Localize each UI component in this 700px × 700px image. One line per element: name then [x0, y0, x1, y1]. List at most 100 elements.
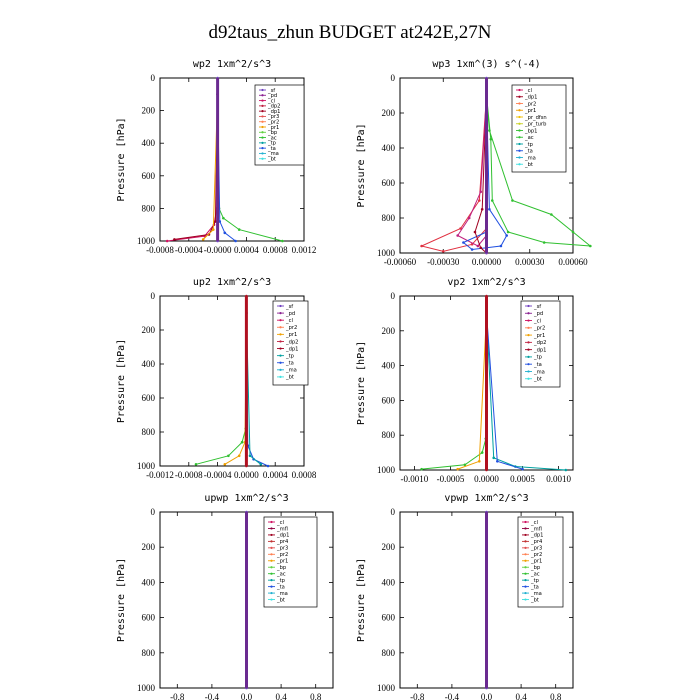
legend-label: _bp	[267, 130, 278, 136]
legend-marker	[524, 572, 527, 575]
legend-marker	[524, 520, 527, 524]
legend-box	[511, 84, 567, 173]
legend-marker	[524, 540, 527, 543]
legend-box	[263, 516, 318, 608]
legend-label: _pr1	[267, 125, 279, 131]
legend-label: _pd	[267, 93, 277, 99]
x-tick-label: 0.8	[310, 692, 322, 700]
x-tick-label: -0.0000	[204, 245, 232, 255]
legend-marker	[524, 591, 527, 595]
legend-label: _bt	[267, 157, 276, 163]
series-point	[542, 241, 546, 244]
series-line	[217, 94, 236, 242]
legend-label: _ta	[267, 146, 276, 152]
legend-label: _pr3	[530, 546, 542, 552]
legend-marker	[518, 122, 521, 125]
legend-label: _pr4	[276, 539, 289, 545]
y-tick-label: 600	[142, 393, 156, 403]
legend-marker	[518, 149, 521, 152]
legend-marker	[524, 559, 527, 562]
series-point	[165, 239, 169, 243]
y-tick-label: 200	[382, 326, 396, 336]
legend-label: _dp2	[285, 339, 298, 345]
x-tick-label: 0.0010	[546, 474, 571, 484]
legend: _cl_dp1_pr2_pr1_pr_dfsn_pr_turb_bp1_ac_t…	[511, 84, 567, 173]
series-point	[473, 230, 477, 234]
x-tick-label: -0.4	[205, 692, 220, 700]
legend-label: _pr_dfsn	[524, 115, 547, 121]
legend-label: _tp	[276, 578, 286, 584]
legend-marker	[270, 566, 273, 569]
legend-label: _cl	[524, 88, 532, 94]
legend-marker	[524, 533, 527, 537]
y-tick-label: 200	[142, 106, 156, 116]
chart-panel-2: wp3 1xm^(3) s^(-4) Pressure [hPa] 0 200 400 6…	[356, 59, 592, 267]
series-point	[266, 464, 270, 468]
legend-label: _ma	[530, 591, 542, 597]
series-point	[480, 451, 484, 454]
x-tick-label: 0.0005	[510, 474, 535, 484]
legend-label: _pr1	[530, 559, 542, 565]
series-point	[420, 467, 423, 471]
legend-marker	[527, 326, 530, 329]
legend-label: _tp	[533, 355, 543, 361]
legend-marker	[270, 553, 273, 556]
series-point	[259, 463, 263, 466]
series-point	[521, 467, 524, 471]
legend-marker	[261, 125, 264, 129]
y-tick-label: 800	[382, 430, 396, 440]
x-tick-label: 0.0	[241, 692, 253, 700]
legend-marker	[270, 527, 273, 530]
series-point	[463, 463, 467, 467]
series-point	[248, 454, 252, 458]
series-point	[490, 199, 494, 202]
legend-label: _tp	[267, 141, 277, 147]
legend-marker	[261, 110, 264, 113]
x-tick-label: 0.4	[515, 692, 527, 700]
legend-marker	[524, 598, 527, 601]
series-line	[195, 312, 247, 465]
x-tick-label: -0.8	[410, 692, 425, 700]
legend-label: _mfl	[276, 526, 288, 532]
legend-label: _bt	[276, 597, 285, 603]
legend-label: _dp1	[285, 346, 298, 352]
legend-marker	[261, 88, 264, 92]
series-point	[237, 454, 241, 458]
series-point	[456, 467, 459, 471]
legend-label: _sf	[285, 304, 293, 310]
x-tick-label: 0.0004	[263, 470, 288, 480]
y-tick-label: 1000	[377, 465, 396, 475]
series-point	[550, 213, 553, 216]
legend-label: _tp	[285, 353, 295, 359]
x-tick-label: 0.0008	[292, 470, 317, 480]
y-tick-label: 1000	[377, 683, 396, 693]
legend-marker	[527, 348, 530, 351]
y-tick-label: 200	[142, 542, 156, 552]
y-tick-label: 1000	[377, 248, 396, 258]
legend-label: _dp1	[530, 533, 543, 539]
legend-label: _ma	[533, 369, 545, 375]
legend-marker	[261, 141, 264, 144]
panel-title: vpwp 1xm^2/s^3	[444, 493, 528, 504]
legend-label: _cl	[267, 98, 275, 104]
y-tick-label: 0	[151, 507, 156, 517]
x-tick-label: -0.00060	[384, 257, 417, 267]
series-point	[589, 244, 592, 248]
legend-marker	[524, 585, 527, 588]
legend-marker	[518, 95, 521, 98]
y-axis-label: Pressure [hPa]	[356, 558, 367, 642]
legend-label: _ta	[276, 584, 285, 590]
legend-marker	[279, 319, 282, 322]
series-point	[222, 216, 225, 220]
series-line	[421, 313, 487, 470]
legend: _cl_mfl_dp1_pr4_pr3_pr2_pr1_bp_ac_tp_ta_…	[263, 516, 318, 608]
legend-label: _pr1	[524, 108, 536, 114]
legend-marker	[270, 591, 273, 595]
legend-marker	[270, 546, 273, 549]
legend-marker	[527, 370, 530, 373]
x-tick-label: -0.0004	[175, 245, 203, 255]
legend-label: _ac	[524, 135, 534, 141]
chart-panel-6: vpwp 1xm^2/s^3 Pressure [hPa] 0 200 400 600 80…	[356, 493, 574, 700]
legend-marker	[261, 99, 264, 102]
